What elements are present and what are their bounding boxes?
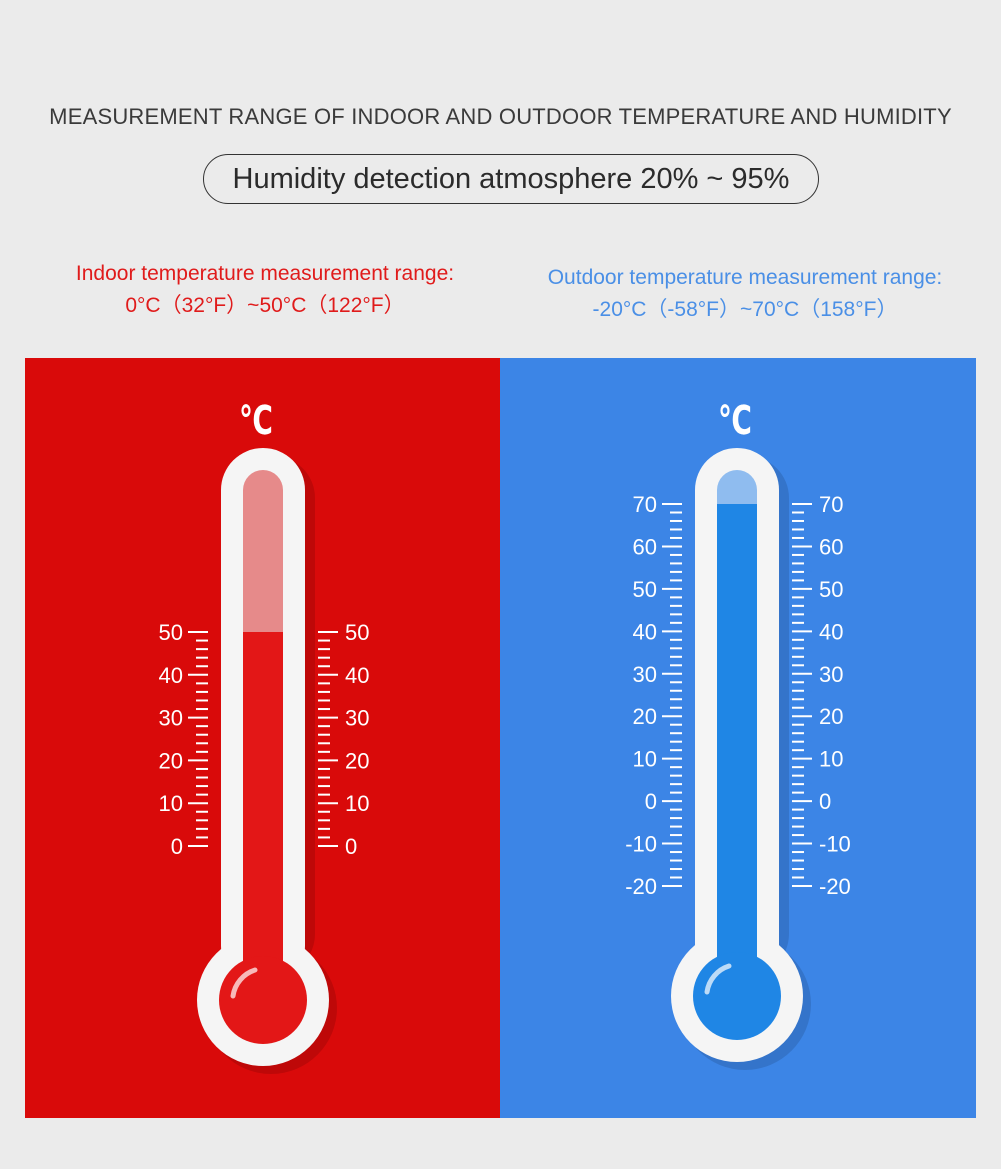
indoor-scale-label-left: 0 — [171, 834, 183, 859]
indoor-scale-label-left: 40 — [159, 663, 183, 688]
indoor-thermometer-panel: 50 50 40 40 30 30 20 20 10 10 0 0 — [25, 358, 500, 1118]
outdoor-scale-label-right: 30 — [819, 662, 843, 687]
outdoor-range-caption: Outdoor temperature measurement range: -… — [500, 262, 990, 326]
indoor-tube-fill — [243, 632, 283, 1000]
outdoor-scale-label-left: 70 — [633, 492, 657, 517]
outdoor-scale-label-right: 50 — [819, 577, 843, 602]
outdoor-scale-label-left: 60 — [633, 534, 657, 559]
page-heading: MEASUREMENT RANGE OF INDOOR AND OUTDOOR … — [49, 104, 952, 129]
indoor-scale-label-right: 0 — [345, 834, 357, 859]
indoor-thermometer-icon: 50 50 40 40 30 30 20 20 10 10 0 0 — [159, 448, 369, 1074]
indoor-scale-label-left: 20 — [159, 748, 183, 773]
indoor-range-values: 0°C（32°F）~50°C（122°F） — [125, 294, 405, 317]
indoor-scale-label-right: 30 — [345, 706, 369, 731]
outdoor-scale-label-left: 30 — [633, 662, 657, 687]
indoor-celsius-unit: ℃ — [239, 399, 273, 443]
outdoor-scale-label-right: 0 — [819, 789, 831, 814]
outdoor-scale-label-left: 0 — [645, 789, 657, 814]
indoor-scale-label-right: 20 — [345, 748, 369, 773]
indoor-range-caption: Indoor temperature measurement range: 0°… — [30, 258, 500, 322]
outdoor-scale-label-left: -20 — [625, 874, 657, 899]
outdoor-scale-label-right: 60 — [819, 534, 843, 559]
outdoor-scale-label-left: -10 — [625, 832, 657, 857]
outdoor-range-values: -20°C（-58°F）~70°C（158°F） — [592, 298, 898, 321]
indoor-scale-label-right: 10 — [345, 791, 369, 816]
outdoor-thermometer-icon: 70 70 60 60 50 50 40 40 30 30 20 20 10 10 0 0 -10 -10 -20 -… — [625, 448, 851, 1070]
outdoor-scale-label-right: -20 — [819, 874, 851, 899]
outdoor-tube-fill — [717, 504, 757, 996]
indoor-scale-label-right: 40 — [345, 663, 369, 688]
indoor-scale-label-left: 30 — [159, 706, 183, 731]
outdoor-scale-label-left: 20 — [633, 704, 657, 729]
outdoor-range-title: Outdoor temperature measurement range: — [547, 266, 943, 289]
outdoor-scale-label-right: 40 — [819, 619, 843, 644]
outdoor-scale-label-left: 10 — [633, 747, 657, 772]
outdoor-bulb-highlight — [704, 963, 732, 995]
humidity-range-label: Humidity detection atmosphere 20% ~ 95% — [232, 162, 790, 195]
outdoor-scale-label-left: 50 — [633, 577, 657, 602]
outdoor-scale-label-left: 40 — [633, 619, 657, 644]
indoor-bulb — [219, 956, 307, 1044]
outdoor-scale-label-right: 10 — [819, 747, 843, 772]
indoor-scale-label-right: 50 — [345, 620, 369, 645]
outdoor-scale-label-right: -10 — [819, 832, 851, 857]
outdoor-scale-label-right: 20 — [819, 704, 843, 729]
outdoor-celsius-unit: ℃ — [718, 399, 752, 443]
outdoor-scale-label-right: 70 — [819, 492, 843, 517]
outdoor-bulb — [693, 952, 781, 1040]
outdoor-thermometer-panel: 70 70 60 60 50 50 40 40 30 30 20 20 10 10 0 0 -10 -10 -20 -… — [500, 358, 976, 1118]
indoor-scale-label-left: 10 — [159, 791, 183, 816]
indoor-scale-label-left: 50 — [159, 620, 183, 645]
humidity-range-badge: Humidity detection atmosphere 20% ~ 95% — [203, 154, 819, 204]
indoor-bulb-highlight — [230, 967, 258, 999]
indoor-range-title: Indoor temperature measurement range: — [75, 262, 455, 285]
